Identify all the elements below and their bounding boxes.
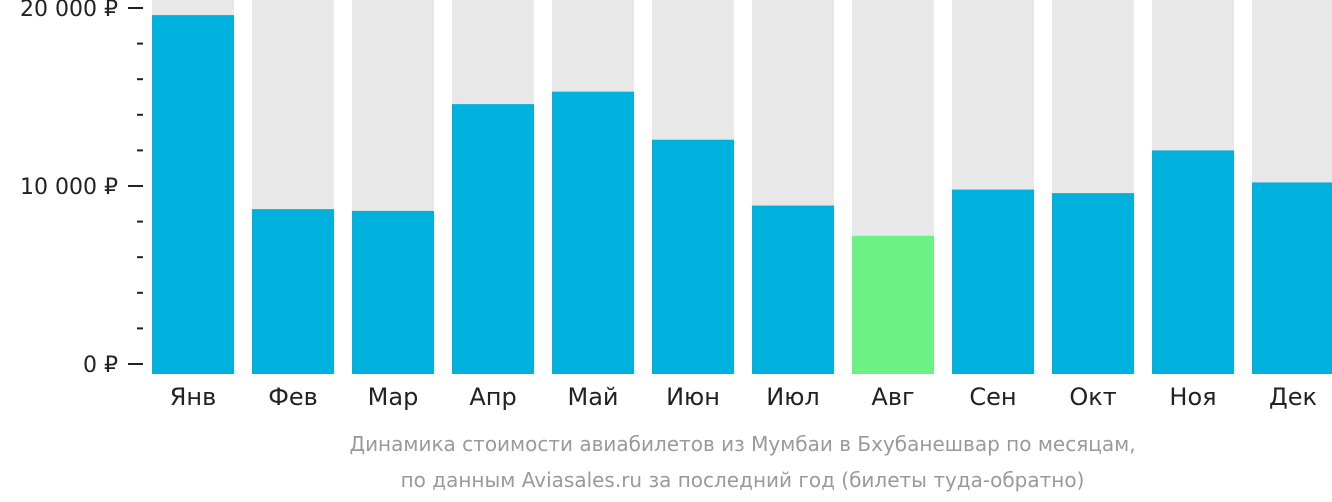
x-tick-label: Июл	[766, 383, 820, 411]
bar	[252, 209, 334, 374]
bar	[152, 15, 234, 375]
caption-line-1: Динамика стоимости авиабилетов из Мумбаи…	[349, 432, 1136, 456]
bar	[552, 91, 634, 374]
bar	[1052, 193, 1134, 374]
bar	[852, 235, 934, 374]
bars	[152, 15, 1332, 375]
x-tick-label: Июн	[666, 383, 720, 411]
bar	[452, 104, 534, 375]
y-tick-label: 0 ₽	[83, 353, 118, 378]
x-tick-label: Авг	[871, 383, 914, 411]
x-tick-label: Фев	[268, 383, 318, 411]
bar	[352, 210, 434, 374]
x-tick-label: Окт	[1069, 383, 1116, 411]
y-tick-label: 10 000 ₽	[20, 175, 118, 200]
x-tick-label: Ноя	[1169, 383, 1216, 411]
x-axis: Янв Фев Мар Апр Май Июн Июл Авг Сен Окт Ноя Дек	[170, 383, 1317, 411]
y-axis: 0 ₽ 10 000 ₽ 20 000 ₽	[20, 0, 143, 378]
bar	[652, 139, 734, 374]
y-tick-label: 20 000 ₽	[20, 0, 118, 22]
bar	[952, 189, 1034, 374]
bar	[1252, 182, 1332, 374]
x-tick-label: Май	[567, 383, 618, 411]
x-tick-label: Янв	[170, 383, 217, 411]
x-tick-label: Сен	[969, 383, 1016, 411]
bar	[1152, 150, 1234, 374]
caption-line-2: по данным Aviasales.ru за последний год …	[400, 468, 1085, 492]
x-tick-label: Дек	[1269, 383, 1317, 411]
bar	[752, 205, 834, 374]
x-tick-label: Апр	[469, 383, 516, 411]
x-tick-label: Мар	[368, 383, 419, 411]
